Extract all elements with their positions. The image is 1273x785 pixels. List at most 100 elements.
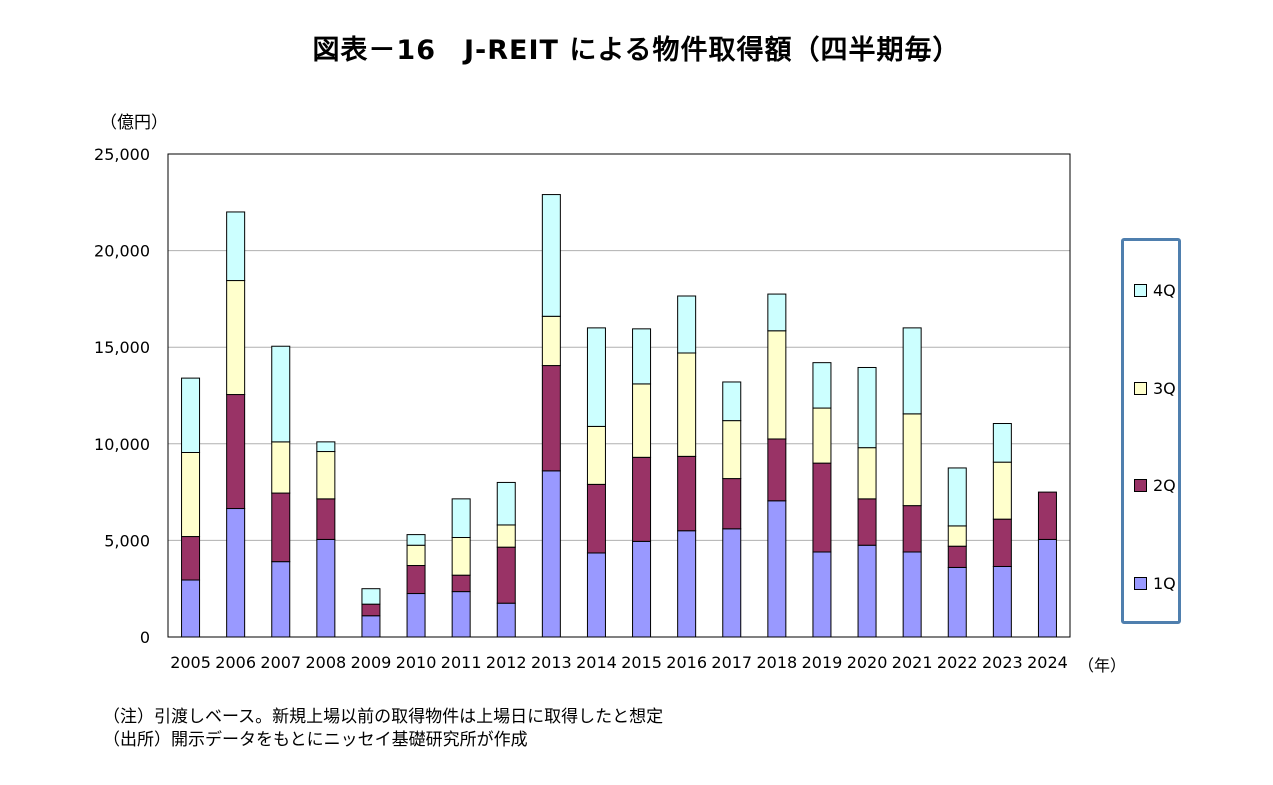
bar-segment-3q-2013 (541, 315, 561, 367)
bar-segment-1q-2009 (361, 615, 381, 638)
bar-segment-4q-2013 (541, 194, 561, 317)
y-tick-label: 25,000 (94, 145, 150, 164)
bar-segment-3q-2020 (857, 447, 877, 500)
bar-segment-2q-2018 (767, 438, 787, 502)
bar-segment-2q-2019 (812, 462, 832, 553)
y-tick-label: 20,000 (94, 242, 150, 261)
x-tick-label: 2015 (621, 653, 662, 672)
bar-segment-1q-2020 (857, 544, 877, 638)
bar-segment-4q-2007 (271, 345, 291, 443)
legend-label-4q: 4Q (1153, 281, 1176, 300)
x-tick-label: 2011 (441, 653, 482, 672)
legend-swatch-3q (1134, 382, 1147, 395)
bar-segment-1q-2016 (677, 530, 697, 638)
x-tick-label: 2012 (486, 653, 527, 672)
bar-segment-2q-2010 (406, 565, 426, 595)
legend-label-2q: 2Q (1153, 476, 1176, 495)
y-tick-label: 5,000 (104, 531, 150, 550)
y-tick-label: 0 (140, 628, 150, 647)
source-text: （出所）開示データをもとにニッセイ基礎研究所が作成 (103, 730, 528, 750)
bar-segment-4q-2018 (767, 293, 787, 332)
chart-legend: 4Q 3Q 2Q 1Q (1121, 238, 1181, 624)
bar-segment-2q-2016 (677, 455, 697, 532)
bar-segment-1q-2013 (541, 470, 561, 638)
bar-segment-1q-2008 (316, 538, 336, 638)
bar-segment-4q-2008 (316, 441, 336, 453)
x-tick-label: 2024 (1027, 653, 1068, 672)
x-tick-label: 2016 (666, 653, 707, 672)
bar-segment-4q-2012 (496, 481, 516, 526)
bar-segment-4q-2021 (902, 327, 922, 415)
bar-segment-2q-2006 (226, 394, 246, 510)
bar-segment-3q-2006 (226, 280, 246, 396)
bar-segment-1q-2012 (496, 602, 516, 638)
plot-frame (167, 153, 1071, 638)
legend-swatch-4q (1134, 284, 1147, 297)
y-tick-label: 15,000 (94, 338, 150, 357)
x-tick-label: 2018 (756, 653, 797, 672)
y-axis-unit-label: （億円） (100, 113, 168, 133)
bar-segment-1q-2011 (451, 591, 471, 638)
bar-segment-2q-2022 (947, 545, 967, 568)
bar-segment-3q-2018 (767, 330, 787, 440)
x-tick-label: 2008 (305, 653, 346, 672)
bar-segment-4q-2009 (361, 588, 381, 605)
x-tick-label: 2021 (892, 653, 933, 672)
bar-segment-4q-2019 (812, 362, 832, 409)
bar-segment-2q-2012 (496, 546, 516, 604)
bar-segment-4q-2020 (857, 366, 877, 449)
x-tick-label: 2014 (576, 653, 617, 672)
bar-segment-3q-2017 (722, 420, 742, 480)
legend-item-2q: 2Q (1134, 476, 1176, 495)
bar-segment-1q-2007 (271, 561, 291, 638)
bar-segment-4q-2014 (586, 327, 606, 427)
bar-segment-2q-2021 (902, 505, 922, 553)
x-tick-label: 2019 (802, 653, 843, 672)
x-tick-label: 2020 (847, 653, 888, 672)
bar-segment-2q-2020 (857, 498, 877, 546)
legend-label-1q: 1Q (1153, 574, 1176, 593)
chart-title: 図表－16 J-REIT による物件取得額（四半期毎） (312, 35, 961, 66)
bar-segment-3q-2014 (586, 425, 606, 485)
bar-segment-3q-2015 (632, 383, 652, 458)
footnotes: （注）引渡しベース。新規上場以前の取得物件は上場日に取得したと想定 （出所）開示… (103, 706, 663, 752)
bar-segment-4q-2017 (722, 381, 742, 422)
bar-segment-2q-2013 (541, 365, 561, 472)
bar-segment-3q-2023 (992, 461, 1012, 520)
x-tick-label: 2005 (170, 653, 211, 672)
bar-segment-4q-2010 (406, 534, 426, 546)
bar-segment-3q-2022 (947, 525, 967, 547)
bar-segment-1q-2017 (722, 528, 742, 638)
legend-label-3q: 3Q (1153, 379, 1176, 398)
bar-segment-3q-2011 (451, 537, 471, 576)
bar-segment-2q-2024 (1037, 491, 1057, 540)
bar-segment-2q-2007 (271, 492, 291, 563)
bar-segment-3q-2008 (316, 451, 336, 500)
bar-segment-2q-2008 (316, 498, 336, 540)
bar-segment-3q-2005 (181, 451, 201, 538)
bar-segment-1q-2005 (181, 579, 201, 638)
bar-segment-4q-2005 (181, 377, 201, 453)
note-text: （注）引渡しベース。新規上場以前の取得物件は上場日に取得したと想定 (103, 707, 664, 727)
bar-segment-1q-2010 (406, 593, 426, 638)
bar-segment-3q-2007 (271, 441, 291, 494)
bar-segment-3q-2016 (677, 352, 697, 457)
plot-area (168, 154, 1070, 637)
bar-segment-1q-2024 (1037, 538, 1057, 638)
bar-segment-4q-2022 (947, 467, 967, 527)
legend-swatch-2q (1134, 479, 1147, 492)
bar-segment-2q-2011 (451, 574, 471, 593)
legend-item-3q: 3Q (1134, 379, 1176, 398)
bar-segment-4q-2023 (992, 423, 1012, 463)
x-tick-label: 2022 (937, 653, 978, 672)
bar-segment-1q-2023 (992, 565, 1012, 638)
legend-item-1q: 1Q (1134, 574, 1176, 593)
x-axis-unit-label: （年） (1078, 656, 1127, 675)
bar-segment-4q-2011 (451, 498, 471, 539)
bar-segment-2q-2014 (586, 483, 606, 554)
bar-segment-1q-2018 (767, 500, 787, 638)
bar-segment-2q-2017 (722, 478, 742, 530)
bar-segment-2q-2005 (181, 536, 201, 581)
bar-segment-1q-2019 (812, 551, 832, 638)
